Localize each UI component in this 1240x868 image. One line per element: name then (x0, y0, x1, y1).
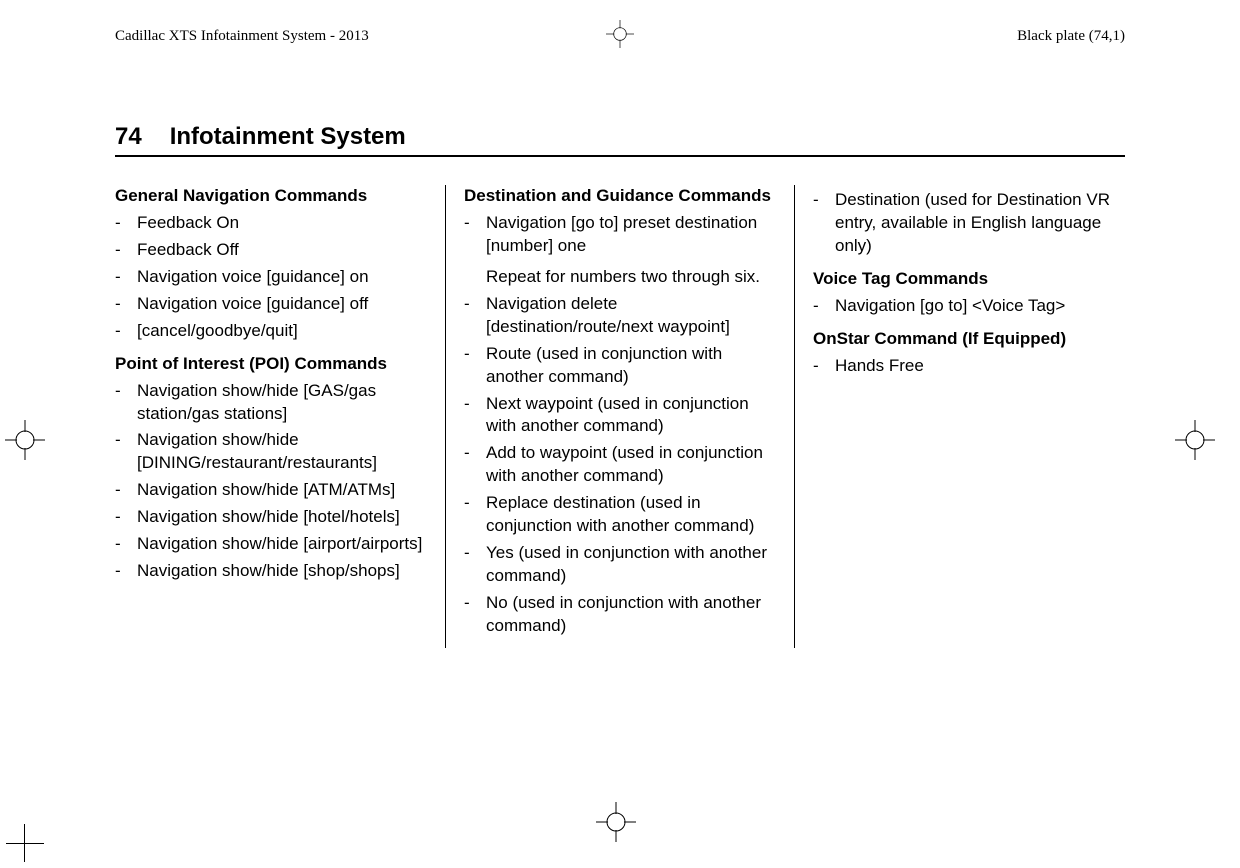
list-item-text: Destination (used for Destination VR ent… (835, 189, 1125, 258)
list-item-text: Navigation delete [destination/route/nex… (486, 293, 776, 339)
list-item: -Next waypoint (used in conjunction with… (464, 393, 776, 439)
list-item: -Navigation [go to] <Voice Tag> (813, 295, 1125, 318)
page-number: 74 (115, 123, 142, 151)
col2-sec1-list: - Navigation [go to] preset destination … (464, 212, 776, 638)
list-item: -Navigation voice [guidance] on (115, 266, 427, 289)
dash-icon: - (115, 533, 137, 556)
dash-icon: - (115, 506, 137, 529)
col3-sec1-list: -Navigation [go to] <Voice Tag> (813, 295, 1125, 318)
dash-icon: - (464, 592, 486, 638)
list-item-text: Feedback Off (137, 239, 427, 262)
list-item: -Destination (used for Destination VR en… (813, 189, 1125, 258)
list-item-text: [cancel/goodbye/quit] (137, 320, 427, 343)
registration-mark-left-icon (5, 420, 65, 480)
col1-sec1-list: -Feedback On -Feedback Off -Navigation v… (115, 212, 427, 343)
registration-mark-bottom-icon (596, 802, 656, 862)
list-item: -Yes (used in conjunction with another c… (464, 542, 776, 588)
list-item-text: Navigation [go to] preset destination [n… (486, 212, 776, 289)
dash-icon: - (464, 343, 486, 389)
list-item-text: Navigation show/hide [airport/airports] (137, 533, 427, 556)
column-2: Destination and Guidance Commands - Navi… (445, 185, 794, 648)
dash-icon: - (115, 479, 137, 502)
list-item-text: Yes (used in conjunction with another co… (486, 542, 776, 588)
dash-icon: - (464, 442, 486, 488)
dash-icon: - (115, 320, 137, 343)
list-item: - Navigation [go to] preset destination … (464, 212, 776, 289)
col1-sec1-title: General Navigation Commands (115, 185, 427, 208)
list-item: -Feedback On (115, 212, 427, 235)
list-item: -No (used in conjunction with another co… (464, 592, 776, 638)
column-1: General Navigation Commands -Feedback On… (115, 185, 445, 648)
list-item-text: Navigation show/hide [GAS/gas station/ga… (137, 380, 427, 426)
list-item-text: Navigation [go to] <Voice Tag> (835, 295, 1125, 318)
list-item-text: Add to waypoint (used in conjunction wit… (486, 442, 776, 488)
registration-mark-top (606, 20, 634, 53)
list-item-text: Navigation show/hide [hotel/hotels] (137, 506, 427, 529)
crop-mark-bottom-left-icon (6, 822, 46, 862)
dash-icon: - (464, 542, 486, 588)
page-header: 74 Infotainment System (115, 123, 1125, 157)
col3-sec2-title: OnStar Command (If Equipped) (813, 328, 1125, 351)
list-item: -Replace destination (used in conjunctio… (464, 492, 776, 538)
column-3: -Destination (used for Destination VR en… (794, 185, 1125, 648)
col2-sec1-title: Destination and Guidance Commands (464, 185, 776, 208)
dash-icon: - (813, 295, 835, 318)
list-item: -Add to waypoint (used in conjunction wi… (464, 442, 776, 488)
list-item: -Hands Free (813, 355, 1125, 378)
list-item: -Feedback Off (115, 239, 427, 262)
dash-icon: - (115, 212, 137, 235)
col3-sec2-list: -Hands Free (813, 355, 1125, 378)
dash-icon: - (115, 266, 137, 289)
top-meta-row: Cadillac XTS Infotainment System - 2013 … (115, 20, 1125, 53)
list-item-text: Navigation show/hide [ATM/ATMs] (137, 479, 427, 502)
col3-sec1-title: Voice Tag Commands (813, 268, 1125, 291)
dash-icon: - (813, 189, 835, 258)
dash-icon: - (115, 380, 137, 426)
list-item-text: Navigation show/hide [DINING/restaurant/… (137, 429, 427, 475)
content-columns: General Navigation Commands -Feedback On… (115, 185, 1125, 648)
section-title: Infotainment System (170, 123, 406, 151)
col1-sec2-title: Point of Interest (POI) Commands (115, 353, 427, 376)
dash-icon: - (464, 492, 486, 538)
dash-icon: - (115, 560, 137, 583)
list-item: -Navigation show/hide [ATM/ATMs] (115, 479, 427, 502)
plate-text: Black plate (74,1) (634, 28, 1125, 45)
list-item: -Navigation show/hide [shop/shops] (115, 560, 427, 583)
list-item: -Navigation show/hide [DINING/restaurant… (115, 429, 427, 475)
list-item: -Navigation show/hide [hotel/hotels] (115, 506, 427, 529)
dash-icon: - (115, 293, 137, 316)
dash-icon: - (464, 393, 486, 439)
doc-title-text: Cadillac XTS Infotainment System - 2013 (115, 28, 606, 45)
list-item: -[cancel/goodbye/quit] (115, 320, 427, 343)
list-item-text: Navigation voice [guidance] off (137, 293, 427, 316)
dash-icon: - (115, 239, 137, 262)
list-item-text: Next waypoint (used in conjunction with … (486, 393, 776, 439)
col1-sec2-list: -Navigation show/hide [GAS/gas station/g… (115, 380, 427, 584)
page: Cadillac XTS Infotainment System - 2013 … (115, 20, 1125, 648)
dash-icon: - (813, 355, 835, 378)
list-item-sub: Repeat for numbers two through six. (486, 266, 776, 289)
dash-icon: - (115, 429, 137, 475)
registration-mark-right-icon (1175, 420, 1235, 480)
list-item-text: Feedback On (137, 212, 427, 235)
list-item-text: Route (used in conjunction with another … (486, 343, 776, 389)
list-item-text: Hands Free (835, 355, 1125, 378)
list-item: -Route (used in conjunction with another… (464, 343, 776, 389)
list-item-text: Navigation voice [guidance] on (137, 266, 427, 289)
dash-icon: - (464, 293, 486, 339)
list-item: -Navigation show/hide [airport/airports] (115, 533, 427, 556)
dash-icon: - (464, 212, 486, 289)
list-item: -Navigation show/hide [GAS/gas station/g… (115, 380, 427, 426)
list-item: -Navigation delete [destination/route/ne… (464, 293, 776, 339)
list-item: -Navigation voice [guidance] off (115, 293, 427, 316)
list-item-text: Navigation show/hide [shop/shops] (137, 560, 427, 583)
list-item-main: Navigation [go to] preset destination [n… (486, 213, 757, 255)
list-item-text: Replace destination (used in conjunction… (486, 492, 776, 538)
list-item-text: No (used in conjunction with another com… (486, 592, 776, 638)
col3-carryover-list: -Destination (used for Destination VR en… (813, 189, 1125, 258)
